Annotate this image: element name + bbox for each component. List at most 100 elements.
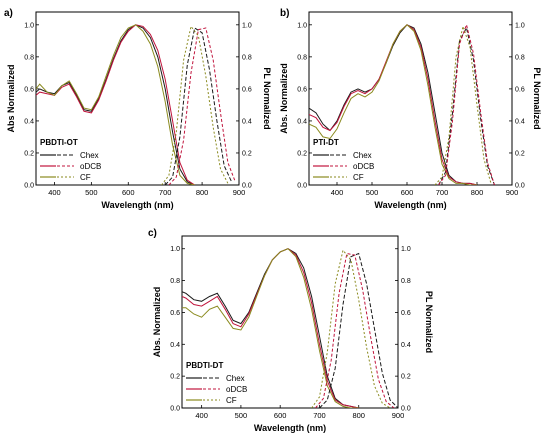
x-axis-title: Wavelength (nm) [101, 200, 173, 210]
x-tick-label: 600 [401, 188, 414, 197]
series-group [309, 23, 495, 185]
legend-label-odcb: oDCB [80, 162, 101, 171]
y-tick-label-right: 0.0 [515, 183, 525, 190]
series-odcb-abs [36, 24, 195, 185]
x-tick-label: 400 [331, 188, 344, 197]
y-tick-label-left: 0.4 [24, 118, 34, 125]
series-chex-pl [164, 27, 233, 185]
x-tick-label: 700 [159, 188, 172, 197]
legend-label-cf: CF [80, 173, 91, 182]
plot-frame [181, 235, 399, 409]
y-tick-label-left: 0.4 [297, 118, 307, 125]
y-tick-label-right: 0.4 [401, 342, 411, 349]
series-odcb-pl [438, 23, 495, 185]
y-tick-label-right: 0.8 [401, 278, 411, 285]
series-chex-pl [438, 26, 495, 185]
x-axis-title: Wavelength (nm) [374, 200, 446, 210]
y-tick-label-left: 1.0 [24, 22, 34, 29]
y-tick-label-left: 0.0 [170, 406, 180, 413]
y-tick-label-left: 0.8 [170, 278, 180, 285]
x-tick-label: 500 [366, 188, 379, 197]
x-tick-label: 500 [85, 188, 98, 197]
y-tick-label-right: 0.2 [242, 150, 252, 157]
series-chex-abs [182, 248, 359, 408]
y-tick-label-right: 0.0 [242, 183, 252, 190]
sample-title: PBDTI-OT [40, 138, 78, 147]
y-tick-label-right: 0.8 [515, 54, 525, 61]
x-tick-label: 600 [122, 188, 135, 197]
plot-frame [35, 11, 240, 186]
y-tick-label-left: 0.6 [170, 310, 180, 317]
series-cf-abs [182, 248, 359, 408]
y-axis-title-left: Abs Normalized [6, 64, 16, 132]
y-tick-label-left: 1.0 [170, 246, 180, 253]
x-tick-label: 700 [313, 411, 326, 420]
panel-label: b) [280, 8, 289, 19]
series-cf-abs [309, 24, 477, 185]
y-tick-label-left: 0.4 [170, 342, 180, 349]
y-tick-label-right: 0.4 [242, 118, 252, 125]
x-axis-title: Wavelength (nm) [254, 423, 326, 433]
x-tick-label: 400 [195, 411, 208, 420]
series-cf-abs [36, 24, 195, 185]
plot-frame [308, 11, 513, 186]
legend-label-odcb: oDCB [226, 385, 247, 394]
series-group [36, 24, 236, 185]
series-odcb-abs [309, 24, 478, 185]
x-tick-label: 900 [506, 188, 519, 197]
y-tick-label-right: 0.8 [242, 54, 252, 61]
y-tick-label-right: 0.6 [242, 86, 252, 93]
legend-label-odcb: oDCB [353, 162, 374, 171]
series-odcb-pl [315, 252, 395, 408]
y-axis-title-left: Abs. Normalized [152, 287, 162, 358]
y-axis-title-right: PL Normalized [532, 67, 542, 129]
panel-label: c) [148, 228, 157, 239]
y-tick-label-left: 0.8 [297, 54, 307, 61]
y-axis-title-left: Abs. Normalized [279, 63, 289, 134]
x-tick-label: 500 [235, 411, 248, 420]
x-tick-label: 900 [392, 411, 405, 420]
y-tick-label-right: 1.0 [242, 22, 252, 29]
series-chex-abs [309, 24, 478, 185]
legend-label-cf: CF [226, 396, 237, 405]
y-tick-label-left: 0.6 [24, 86, 34, 93]
y-axis-title-right: PL Normalized [424, 291, 434, 353]
y-tick-label-right: 0.2 [515, 150, 525, 157]
series-cf-pl [161, 25, 229, 185]
x-tick-label: 400 [48, 188, 61, 197]
series-odcb-abs [182, 248, 359, 408]
x-tick-label: 700 [436, 188, 449, 197]
x-tick-label: 800 [196, 188, 209, 197]
y-tick-label-right: 0.0 [401, 406, 411, 413]
x-tick-label: 800 [352, 411, 365, 420]
y-tick-label-left: 0.8 [24, 54, 34, 61]
series-chex-abs [36, 24, 195, 185]
series-group [182, 248, 398, 408]
y-tick-label-right: 0.6 [401, 310, 411, 317]
x-tick-label: 900 [233, 188, 246, 197]
y-tick-label-left: 0.2 [297, 150, 307, 157]
y-tick-label-left: 0.6 [297, 86, 307, 93]
panel-label: a) [4, 8, 13, 19]
y-tick-label-left: 0.0 [24, 183, 34, 190]
legend-label-chex: Chex [80, 151, 99, 160]
y-tick-label-right: 1.0 [401, 246, 411, 253]
y-axis-title-right: PL Normalized [262, 67, 272, 129]
legend-label-cf: CF [353, 173, 364, 182]
legend-label-chex: Chex [353, 151, 372, 160]
x-tick-label: 600 [274, 411, 287, 420]
series-chex-pl [319, 252, 398, 408]
legend-label-chex: Chex [226, 374, 245, 383]
y-tick-label-left: 0.2 [24, 150, 34, 157]
series-cf-pl [311, 249, 391, 408]
y-tick-label-right: 0.2 [401, 374, 411, 381]
series-cf-pl [434, 24, 492, 185]
y-tick-label-left: 0.0 [297, 183, 307, 190]
y-tick-label-left: 0.2 [170, 374, 180, 381]
y-tick-label-right: 0.6 [515, 86, 525, 93]
x-tick-label: 800 [471, 188, 484, 197]
